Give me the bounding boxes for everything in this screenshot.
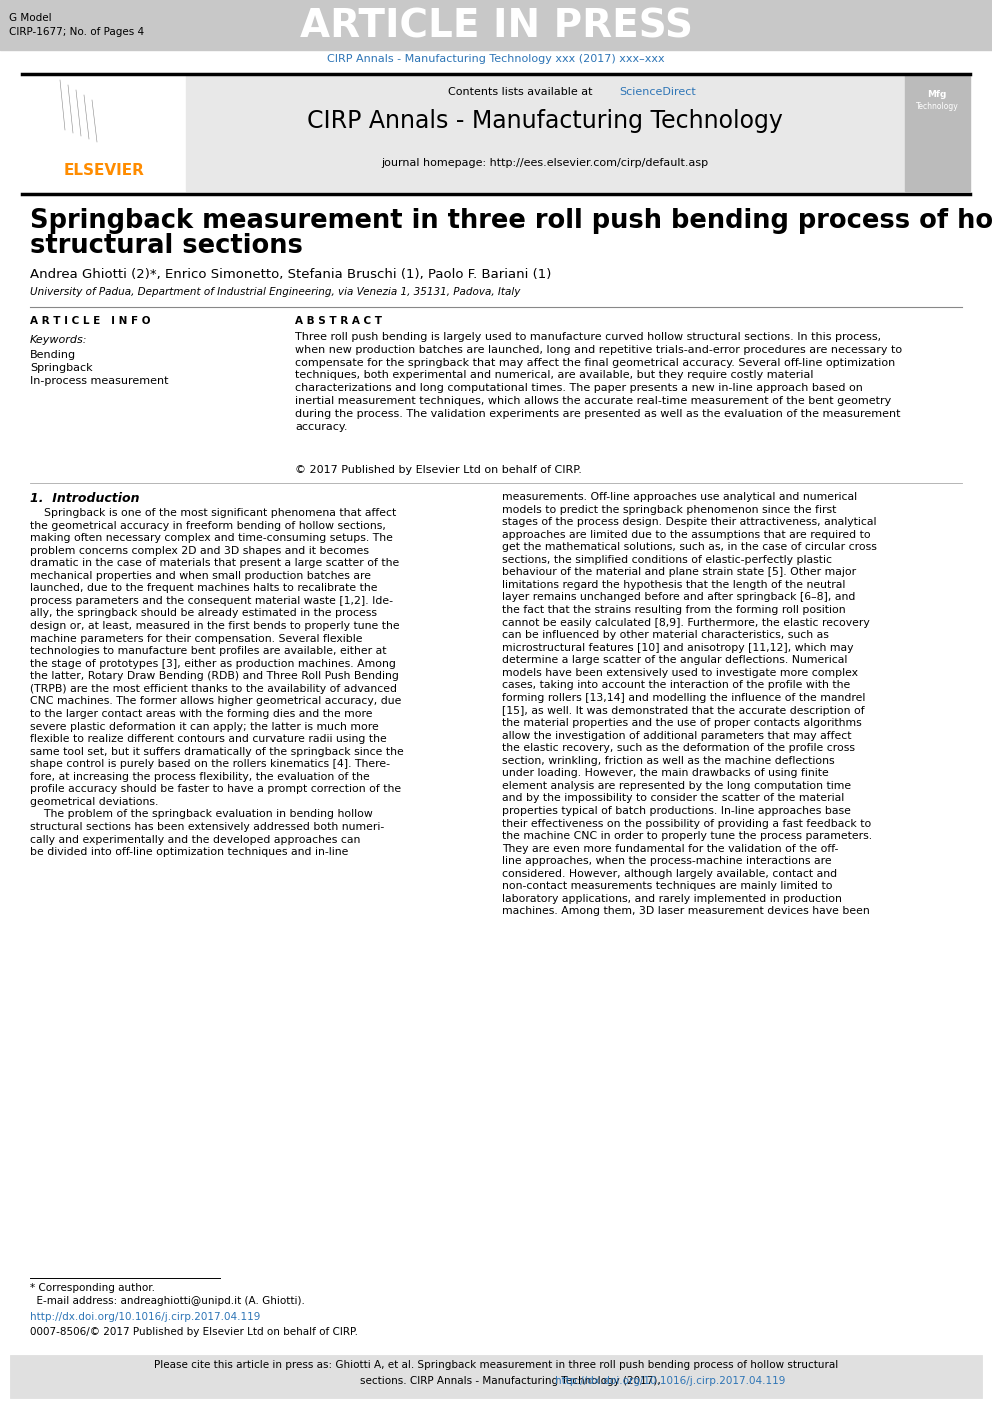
- Text: 1.  Introduction: 1. Introduction: [30, 492, 140, 505]
- Text: http://dx.doi.org/10.1016/j.cirp.2017.04.119: http://dx.doi.org/10.1016/j.cirp.2017.04…: [30, 1312, 260, 1322]
- Text: Three roll push bending is largely used to manufacture curved hollow structural : Three roll push bending is largely used …: [295, 333, 902, 432]
- Text: ScienceDirect: ScienceDirect: [619, 87, 695, 97]
- Bar: [10, 1355, 982, 1397]
- Text: Springback measurement in three roll push bending process of hollow: Springback measurement in three roll pus…: [30, 208, 992, 234]
- Text: A R T I C L E   I N F O: A R T I C L E I N F O: [30, 316, 151, 325]
- Text: measurements. Off-line approaches use analytical and numerical
models to predict: measurements. Off-line approaches use an…: [502, 492, 877, 916]
- Bar: [0, 0, 992, 51]
- Bar: [905, 74, 970, 191]
- Text: Technology: Technology: [916, 102, 958, 111]
- Text: G Model: G Model: [9, 13, 52, 22]
- Text: http://dx.doi.org/10.1016/j.cirp.2017.04.119: http://dx.doi.org/10.1016/j.cirp.2017.04…: [555, 1376, 786, 1386]
- Text: Springback is one of the most significant phenomena that affect
the geometrical : Springback is one of the most significan…: [30, 508, 404, 857]
- Text: Please cite this article in press as: Ghiotti A, et al. Springback measurement i: Please cite this article in press as: Gh…: [154, 1360, 838, 1369]
- Text: Contents lists available at: Contents lists available at: [448, 87, 596, 97]
- Bar: [22, 74, 185, 191]
- Text: Mfg: Mfg: [928, 90, 946, 100]
- Bar: [186, 74, 904, 191]
- Text: CIRP Annals - Manufacturing Technology: CIRP Annals - Manufacturing Technology: [308, 109, 783, 133]
- Text: Springback: Springback: [30, 363, 92, 373]
- Text: journal homepage: http://ees.elsevier.com/cirp/default.asp: journal homepage: http://ees.elsevier.co…: [382, 159, 708, 168]
- Text: ELSEVIER: ELSEVIER: [63, 163, 145, 178]
- Text: Andrea Ghiotti (2)*, Enrico Simonetto, Stefania Bruschi (1), Paolo F. Bariani (1: Andrea Ghiotti (2)*, Enrico Simonetto, S…: [30, 268, 552, 281]
- Text: ARTICLE IN PRESS: ARTICLE IN PRESS: [300, 7, 692, 45]
- Text: In-process measurement: In-process measurement: [30, 376, 169, 386]
- Text: University of Padua, Department of Industrial Engineering, via Venezia 1, 35131,: University of Padua, Department of Indus…: [30, 288, 521, 297]
- Text: structural sections: structural sections: [30, 233, 303, 260]
- Text: E-mail address: andreaghiotti@unipd.it (A. Ghiotti).: E-mail address: andreaghiotti@unipd.it (…: [30, 1296, 305, 1306]
- Text: Keywords:: Keywords:: [30, 335, 87, 345]
- Text: 0007-8506/© 2017 Published by Elsevier Ltd on behalf of CIRP.: 0007-8506/© 2017 Published by Elsevier L…: [30, 1327, 358, 1337]
- Text: Bending: Bending: [30, 349, 76, 361]
- Text: A B S T R A C T: A B S T R A C T: [295, 316, 382, 325]
- Text: CIRP-1677; No. of Pages 4: CIRP-1677; No. of Pages 4: [9, 27, 144, 36]
- Text: sections. CIRP Annals - Manufacturing Technology (2017),: sections. CIRP Annals - Manufacturing Te…: [360, 1376, 664, 1386]
- Text: * Corresponding author.: * Corresponding author.: [30, 1282, 155, 1294]
- Text: CIRP Annals - Manufacturing Technology xxx (2017) xxx–xxx: CIRP Annals - Manufacturing Technology x…: [327, 53, 665, 65]
- Text: © 2017 Published by Elsevier Ltd on behalf of CIRP.: © 2017 Published by Elsevier Ltd on beha…: [295, 464, 582, 476]
